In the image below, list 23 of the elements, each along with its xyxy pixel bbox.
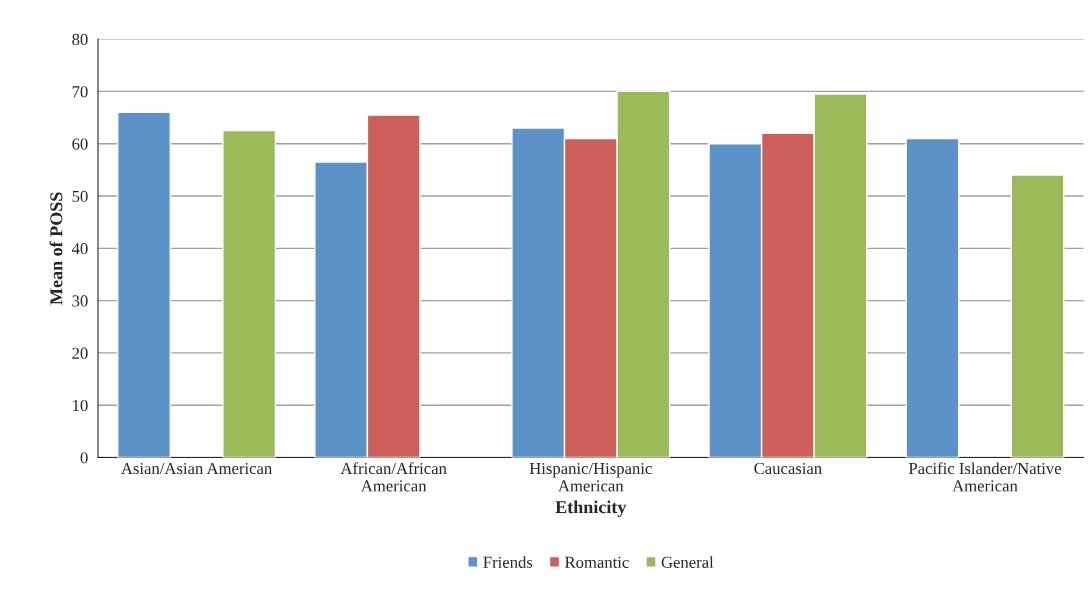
y-tick-label: 30 xyxy=(72,295,88,307)
y-tick-label: 20 xyxy=(72,347,88,359)
bar xyxy=(1010,174,1065,458)
y-tick-label: 0 xyxy=(80,452,88,464)
x-tick-label: Caucasian xyxy=(754,462,822,475)
x-tick-label: African/African American xyxy=(340,462,447,492)
x-tick-label: Pacific Islander/Native American xyxy=(908,462,1062,492)
y-axis-title: Mean of POSS xyxy=(49,192,63,305)
legend-label: Friends xyxy=(483,556,533,568)
y-tick-label: 50 xyxy=(72,190,88,202)
bar xyxy=(222,129,277,458)
x-tick-label: Asian/Asian American xyxy=(121,462,272,475)
bar xyxy=(117,111,171,458)
y-tick-label: 60 xyxy=(72,138,88,150)
x-tick-label: Hispanic/Hispanic American xyxy=(529,462,652,492)
bar xyxy=(905,137,960,458)
x-axis-title: Ethnicity xyxy=(555,500,627,517)
legend-label: General xyxy=(661,556,714,568)
y-tick-label: 70 xyxy=(72,86,88,98)
y-tick-label: 80 xyxy=(72,33,88,46)
legend-label: Romantic xyxy=(564,556,629,568)
y-tick-label: 40 xyxy=(71,243,88,255)
y-tick-label: 10 xyxy=(73,399,88,412)
